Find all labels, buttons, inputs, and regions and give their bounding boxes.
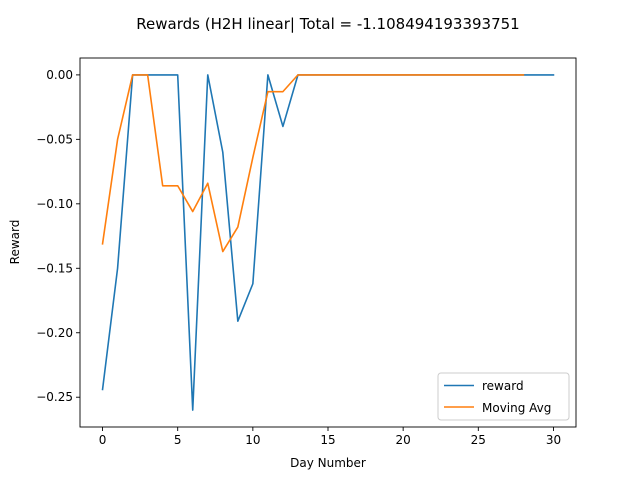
y-tick-label: −0.10 xyxy=(36,197,73,211)
x-axis-label: Day Number xyxy=(290,456,366,470)
y-axis-label: Reward xyxy=(8,220,22,265)
x-tick-label: 5 xyxy=(174,433,182,447)
x-tick-label: 10 xyxy=(245,433,260,447)
y-tick-label: −0.05 xyxy=(36,132,73,146)
series-line-moving-avg xyxy=(101,74,525,253)
chart-title: Rewards (H2H linear| Total = -1.10849419… xyxy=(136,15,519,33)
legend-label-reward: reward xyxy=(482,379,524,393)
x-tick-label: 0 xyxy=(99,433,107,447)
plot-area: 0 5 10 15 20 25 30 0.00 −0.05 −0.10 −0.15 −0.20 −0.2… xyxy=(36,57,577,447)
x-tick-label: 20 xyxy=(396,433,411,447)
y-tick-label: 0.00 xyxy=(46,68,73,82)
y-tick-label: −0.20 xyxy=(36,326,73,340)
legend-label-moving-avg: Moving Avg xyxy=(482,401,551,415)
x-tick-label: 30 xyxy=(546,433,561,447)
legend: reward Moving Avg xyxy=(437,372,570,421)
x-tick-label: 15 xyxy=(320,433,335,447)
x-tick-label: 25 xyxy=(471,433,486,447)
y-tick-label: −0.15 xyxy=(36,261,73,275)
y-tick-label: −0.25 xyxy=(36,390,73,404)
